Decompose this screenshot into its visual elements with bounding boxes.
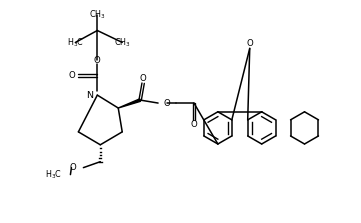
Text: O: O [163,99,170,107]
Text: O: O [70,163,77,172]
Text: O: O [246,39,253,48]
Polygon shape [118,99,140,108]
Text: N: N [86,91,93,100]
Text: CH$_3$: CH$_3$ [89,8,106,21]
Text: O: O [68,71,75,80]
Text: H$_3$C: H$_3$C [67,36,84,49]
Text: CH$_3$: CH$_3$ [114,36,131,49]
Text: O: O [191,120,197,129]
Text: H$_3$C: H$_3$C [45,168,62,181]
Text: O: O [94,56,101,65]
Text: O: O [140,74,147,83]
